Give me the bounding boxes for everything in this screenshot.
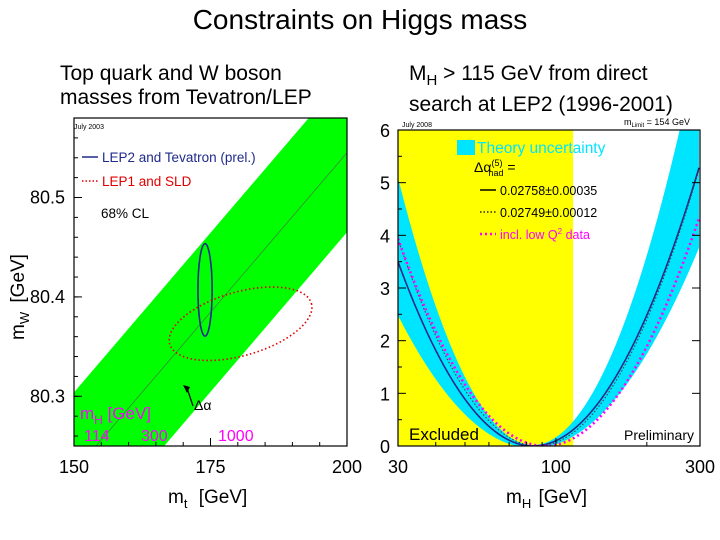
left-date-tag: July 2003	[74, 124, 104, 131]
legend-alpha-sub: had	[488, 168, 503, 178]
y-axis-label-main: m	[8, 324, 29, 340]
alpha-label: Δα	[194, 397, 211, 413]
band-mh-value-300: 300	[141, 428, 168, 445]
legend-alpha-main: Δα	[474, 159, 491, 175]
ellipse-lep1-sld	[168, 286, 313, 362]
y-tick-label-80.5: 80.5	[30, 188, 65, 208]
x-axis-label-main: m	[168, 487, 184, 508]
x-axis-label-sub: t	[184, 496, 188, 511]
right-date-tag: July 2008	[402, 122, 432, 129]
left-caption-line1: Top quark and W boson	[60, 62, 282, 85]
legend-label-dotted: 0.02749±0.00012	[500, 206, 597, 220]
mh-band	[74, 118, 347, 446]
legend-label-solid: 0.02758±0.00035	[500, 184, 597, 198]
y-axis-label-unit: [GeV]	[8, 254, 29, 308]
band-mh-label: mH [GeV]	[80, 404, 151, 427]
band-mh-label-sub: H	[94, 413, 103, 427]
cl-label: 68% CL	[101, 206, 150, 221]
mlimit-rest: = 154 GeV	[644, 117, 690, 127]
band-mh-label-unit: [GeV]	[103, 404, 151, 423]
right-caption-sub: H	[426, 72, 438, 90]
x-axis-label-mh-sub: H	[522, 496, 531, 511]
right-plot-area	[398, 130, 700, 446]
right-caption: MH > 115 GeV from direct search at LEP2 …	[409, 62, 673, 117]
left-caption: Top quark and W boson masses from Tevatr…	[60, 62, 312, 110]
legend-label-magenta: incl. low Q2 data	[500, 227, 590, 242]
x-tick-label-200: 200	[332, 457, 362, 477]
x-axis-label-mh-unit: [GeV]	[533, 487, 587, 508]
legend-alpha: Δα(5) had =	[474, 158, 516, 178]
x-tick-label-100: 100	[541, 457, 571, 477]
y-tick-label-80.3: 80.3	[30, 386, 65, 406]
y-tick-label-5: 5	[380, 174, 390, 194]
legend-label-theory: Theory uncertainty	[477, 140, 606, 157]
x-tick-label-175: 175	[195, 457, 225, 477]
legend-label-lep1: LEP1 and SLD	[102, 174, 192, 189]
band-mh-value-114: 114	[84, 428, 110, 445]
legend-lowq-main: incl. low Q	[500, 228, 558, 242]
legend-lowq-sup: 2	[558, 227, 563, 236]
y-tick-label-4: 4	[380, 226, 390, 246]
y-axis-label: mW [GeV]	[8, 254, 32, 340]
right-caption-line2: search at LEP2 (1996-2001)	[409, 93, 673, 117]
x-tick-label-30: 30	[388, 457, 408, 477]
x-tick-label-300: 300	[685, 457, 715, 477]
x-tick-label-150: 150	[59, 457, 89, 477]
mlimit-sub: Limit	[632, 123, 645, 129]
mlimit-main: m	[624, 117, 632, 127]
x-axis-label-mh: mH [GeV]	[506, 487, 587, 511]
ellipse-lep2-tevatron	[197, 242, 213, 337]
legend-lowq-rest: data	[562, 228, 590, 242]
legend-alpha-sup: (5)	[491, 158, 502, 168]
x-axis-label-mh-main: m	[506, 487, 522, 508]
y-tick-label-2: 2	[380, 332, 390, 352]
curve-0.02758	[398, 167, 700, 446]
theory-band	[398, 130, 699, 446]
band-mh-label-main: m	[80, 404, 94, 423]
legend-label-lep2: LEP2 and Tevatron (prel.)	[102, 150, 256, 165]
legend-swatch-theory	[457, 140, 475, 155]
excluded-label: Excluded	[409, 425, 479, 444]
y-axis-label-sub: W	[17, 311, 32, 324]
x-axis-label: mt [GeV]	[168, 487, 247, 511]
band-mh-value-1000: 1000	[218, 428, 254, 445]
slide-title: Constraints on Higgs mass	[192, 4, 528, 35]
y-tick-label-3: 3	[380, 279, 390, 299]
mlimit-label: mLimit = 154 GeV	[624, 117, 690, 129]
left-plot-area: Δα	[74, 118, 347, 446]
y-tick-label-6: 6	[380, 121, 390, 141]
x-axis-label-unit: [GeV]	[193, 487, 247, 508]
right-caption-rest: > 115 GeV from direct	[437, 62, 648, 85]
y-tick-label-80.4: 80.4	[30, 287, 65, 307]
right-caption-m: M	[409, 62, 427, 85]
y-tick-label-0: 0	[380, 437, 390, 457]
left-caption-line2: masses from Tevatron/LEP	[60, 86, 312, 109]
y-tick-label-1: 1	[380, 384, 390, 404]
preliminary-label: Preliminary	[624, 427, 694, 443]
alpha-arrow-head	[183, 385, 190, 393]
legend-alpha-eq: =	[503, 159, 515, 175]
